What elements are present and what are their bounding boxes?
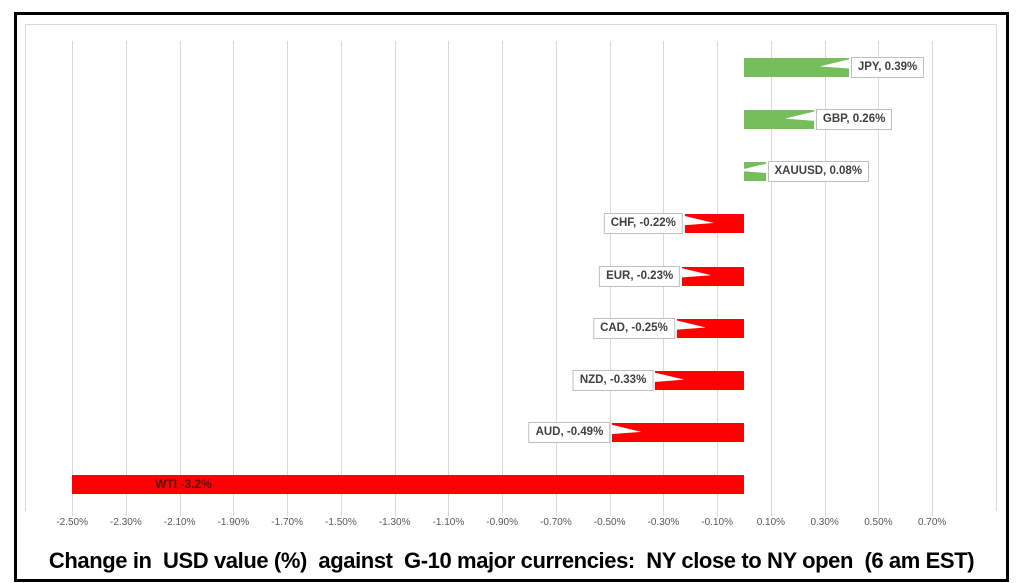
x-tick-label: 0.30% (810, 517, 839, 528)
callout-pointer (819, 59, 850, 69)
x-tick-label: -1.30% (378, 517, 411, 528)
bar-eur (682, 266, 744, 286)
x-tick-label: -1.10% (432, 517, 465, 528)
callout-pointer (784, 111, 815, 121)
x-axis-tick (448, 511, 450, 516)
x-axis-tick (555, 511, 557, 516)
x-axis-tick (717, 511, 719, 516)
data-label-nzd: NZD, -0.33% (572, 369, 654, 391)
bar-gbp (744, 109, 814, 129)
x-axis-tick (179, 511, 181, 516)
x-gridline (448, 41, 450, 511)
x-gridline (394, 41, 396, 511)
x-axis-tick (824, 511, 826, 516)
x-gridline (340, 41, 342, 511)
x-tick-label: 0.10% (756, 517, 786, 528)
x-axis-tick (502, 511, 504, 516)
bar-nzd (655, 370, 744, 390)
x-tick-label: -2.10% (163, 517, 196, 528)
x-gridline (125, 41, 127, 511)
x-tick-label: -1.90% (217, 517, 250, 528)
x-tick-label: -2.30% (110, 517, 142, 528)
x-axis-tick (125, 511, 127, 516)
data-label-cad: CAD, -0.25% (593, 317, 675, 339)
data-label-eur: EUR, -0.23% (599, 265, 681, 287)
callout-pointer (675, 320, 706, 330)
x-tick-label: -0.50% (593, 517, 626, 528)
x-axis-tick (878, 511, 880, 516)
x-tick-label: 0.50% (864, 517, 893, 528)
x-tick-label: 0.70% (917, 517, 947, 528)
callout-pointer (611, 424, 642, 435)
x-gridline (555, 41, 557, 511)
x-gridline (770, 41, 772, 511)
x-axis-tick (287, 511, 289, 516)
callout-pointer (683, 215, 714, 226)
data-label-xauusd: XAUUSD, 0.08% (767, 161, 870, 183)
bar-aud (612, 423, 744, 443)
x-tick-label: -2.50% (56, 517, 88, 528)
bar-chf (684, 214, 744, 234)
bar-wti (72, 475, 744, 495)
bar-cad (676, 318, 744, 338)
x-axis-tick (770, 511, 772, 516)
x-tick-label: -0.10% (701, 517, 733, 528)
x-axis-tick (609, 511, 611, 516)
callout-pointer (736, 163, 767, 174)
data-label-gbp: GBP, 0.26% (815, 108, 893, 130)
callout-pointer (654, 372, 685, 382)
x-gridline (233, 41, 235, 511)
x-tick-label: -1.50% (325, 517, 357, 528)
data-label-wti: WTI -3.2% (155, 476, 212, 491)
x-axis-tick (663, 511, 665, 516)
x-gridline (502, 41, 504, 511)
x-axis-tick (340, 511, 342, 516)
x-gridline (72, 41, 74, 511)
x-gridline (932, 41, 934, 511)
data-label-jpy: JPY, 0.39% (850, 56, 925, 78)
x-gridline (824, 41, 826, 511)
callout-pointer (681, 268, 712, 278)
chart-inner-frame (25, 24, 997, 511)
x-axis-tick (233, 511, 235, 516)
x-axis-tick (394, 511, 396, 516)
data-label-chf: CHF, -0.22% (603, 213, 683, 235)
x-axis-tick (932, 511, 934, 516)
x-tick-label: -0.70% (540, 517, 572, 528)
x-gridline (878, 41, 880, 511)
x-tick-label: -0.30% (647, 517, 680, 528)
x-tick-label: -1.70% (271, 517, 303, 528)
x-axis-tick (72, 511, 74, 516)
data-label-aud: AUD, -0.49% (528, 422, 611, 444)
x-tick-label: -0.90% (486, 517, 518, 528)
bar-jpy (744, 57, 849, 77)
x-gridline (179, 41, 181, 511)
x-gridline (287, 41, 289, 511)
chart-title: Change in USD value (%) against G-10 maj… (48, 548, 975, 573)
